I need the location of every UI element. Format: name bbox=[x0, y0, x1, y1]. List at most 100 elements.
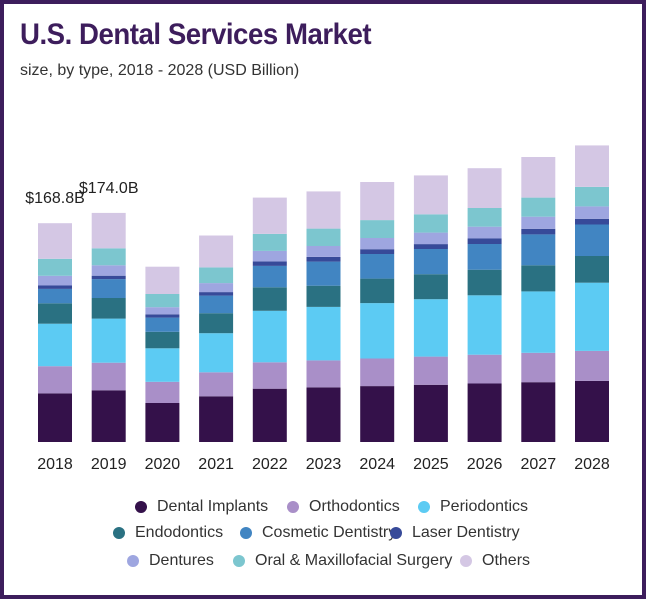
bar-segment-endodontics-2018 bbox=[38, 303, 72, 324]
legend-label: Oral & Maxillofacial Surgery bbox=[255, 552, 453, 569]
bar-segment-dental-implants-2020 bbox=[145, 403, 180, 442]
bar-segment-cosmetic-dentistry-2027 bbox=[521, 234, 556, 266]
bar-segment-dentures-2022 bbox=[252, 250, 287, 262]
bar-segment-dentures-2025 bbox=[413, 232, 448, 245]
bar-segment-oral-maxillofacial-surgery-2018 bbox=[38, 258, 72, 276]
legend-swatch bbox=[233, 555, 245, 567]
legend-item-oral-maxillofacial-surgery: Oral & Maxillofacial Surgery bbox=[233, 552, 452, 570]
bar-segment-others-2019 bbox=[91, 212, 126, 249]
bar-segment-orthodontics-2025 bbox=[413, 356, 448, 385]
bar-segment-orthodontics-2020 bbox=[145, 381, 180, 403]
legend-item-cosmetic-dentistry: Cosmetic Dentistry bbox=[240, 524, 396, 542]
bar-segment-laser-dentistry-2018 bbox=[38, 285, 72, 289]
chart-subtitle: size, by type, 2018 - 2028 (USD Billion) bbox=[20, 62, 300, 79]
bar-segment-orthodontics-2028 bbox=[575, 350, 609, 381]
bar-segment-others-2024 bbox=[360, 182, 395, 221]
bar-segment-oral-maxillofacial-surgery-2020 bbox=[145, 294, 180, 308]
bar-segment-cosmetic-dentistry-2019 bbox=[91, 279, 126, 298]
bar-segment-dental-implants-2024 bbox=[360, 386, 395, 442]
bar-segment-orthodontics-2022 bbox=[252, 362, 287, 389]
legend-label: Laser Dentistry bbox=[412, 524, 520, 541]
legend-label: Orthodontics bbox=[309, 498, 400, 515]
legend-item-laser-dentistry: Laser Dentistry bbox=[390, 524, 520, 542]
bar-segment-dentures-2024 bbox=[360, 238, 395, 250]
legend-item-dental-implants: Dental Implants bbox=[135, 498, 268, 516]
x-tick-label-2027: 2027 bbox=[521, 456, 557, 473]
bar-segment-endodontics-2023 bbox=[306, 285, 341, 307]
bar-segment-others-2023 bbox=[306, 191, 341, 229]
bar-segment-others-2021 bbox=[199, 235, 234, 268]
bar-segment-endodontics-2028 bbox=[575, 256, 609, 283]
bar-segment-periodontics-2027 bbox=[521, 291, 556, 353]
bar-segment-oral-maxillofacial-surgery-2027 bbox=[521, 197, 556, 217]
bar-segment-oral-maxillofacial-surgery-2023 bbox=[306, 228, 341, 246]
legend-label: Endodontics bbox=[135, 524, 224, 541]
bar-segment-oral-maxillofacial-surgery-2028 bbox=[575, 186, 609, 207]
chart-title: U.S. Dental Services Market bbox=[20, 18, 372, 51]
bar-segment-periodontics-2022 bbox=[252, 310, 287, 363]
x-tick-label-2024: 2024 bbox=[359, 456, 395, 473]
bar-segment-endodontics-2025 bbox=[413, 274, 448, 300]
bar-segment-oral-maxillofacial-surgery-2026 bbox=[467, 208, 502, 227]
bar-segment-laser-dentistry-2024 bbox=[360, 249, 395, 254]
bar-segment-orthodontics-2021 bbox=[199, 372, 234, 397]
bar-segment-periodontics-2023 bbox=[306, 306, 341, 361]
bar-segment-periodontics-2026 bbox=[467, 295, 502, 355]
bar-segment-laser-dentistry-2028 bbox=[575, 218, 609, 225]
bar-segment-dentures-2023 bbox=[306, 246, 341, 257]
bar-segment-others-2025 bbox=[413, 175, 448, 215]
bar-segment-dentures-2026 bbox=[467, 226, 502, 239]
stacked-bar-chart: 2018 $168.8B 2019 $174.0B 2020 2021 2022 2023 20… bbox=[25, 145, 610, 473]
bar-segment-dentures-2018 bbox=[38, 275, 72, 286]
bar-segment-cosmetic-dentistry-2026 bbox=[467, 244, 502, 270]
legend-item-dentures: Dentures bbox=[127, 552, 214, 570]
legend-item-periodontics: Periodontics bbox=[418, 498, 528, 516]
bar-segment-orthodontics-2018 bbox=[38, 366, 72, 394]
bar-segment-endodontics-2020 bbox=[145, 331, 180, 349]
bar-segment-cosmetic-dentistry-2023 bbox=[306, 261, 341, 286]
x-tick-label-2021: 2021 bbox=[198, 456, 234, 473]
x-tick-label-2020: 2020 bbox=[145, 456, 181, 473]
bar-segment-periodontics-2028 bbox=[575, 282, 609, 351]
legend-swatch bbox=[127, 555, 139, 567]
bar-segment-endodontics-2027 bbox=[521, 265, 556, 292]
legend-swatch bbox=[135, 501, 147, 513]
bar-segment-cosmetic-dentistry-2018 bbox=[38, 288, 72, 304]
legend-item-endodontics: Endodontics bbox=[113, 524, 223, 542]
bar-segment-oral-maxillofacial-surgery-2022 bbox=[252, 233, 287, 251]
bar-segment-periodontics-2024 bbox=[360, 303, 395, 359]
bar-segment-oral-maxillofacial-surgery-2021 bbox=[199, 267, 234, 284]
bar-segment-laser-dentistry-2026 bbox=[467, 238, 502, 244]
bar-segment-cosmetic-dentistry-2020 bbox=[145, 317, 180, 332]
bar-segment-periodontics-2021 bbox=[199, 333, 234, 373]
bar-segment-endodontics-2021 bbox=[199, 313, 234, 334]
x-tick-label-2019: 2019 bbox=[91, 456, 127, 473]
bar-segment-dentures-2020 bbox=[145, 307, 180, 315]
bar-segment-others-2028 bbox=[575, 145, 609, 187]
bar-segment-dental-implants-2023 bbox=[306, 387, 341, 442]
data-label-2018: $168.8B bbox=[25, 190, 85, 207]
bar-segment-others-2026 bbox=[467, 168, 502, 208]
bar-segment-others-2027 bbox=[521, 157, 556, 198]
bar-segment-laser-dentistry-2021 bbox=[199, 292, 234, 296]
bar-segment-dentures-2027 bbox=[521, 216, 556, 229]
bar-segment-laser-dentistry-2019 bbox=[91, 275, 126, 280]
bar-segment-dental-implants-2026 bbox=[467, 383, 502, 442]
x-tick-label-2025: 2025 bbox=[413, 456, 449, 473]
bar-segment-laser-dentistry-2027 bbox=[521, 228, 556, 235]
bar-segment-endodontics-2022 bbox=[252, 287, 287, 311]
bar-segment-periodontics-2018 bbox=[38, 323, 72, 367]
bar-segment-others-2018 bbox=[38, 223, 72, 259]
legend-label: Periodontics bbox=[440, 498, 529, 515]
legend-label: Cosmetic Dentistry bbox=[262, 524, 397, 541]
bar-segment-laser-dentistry-2025 bbox=[413, 244, 448, 249]
x-tick-label-2023: 2023 bbox=[306, 456, 342, 473]
legend-swatch bbox=[113, 527, 125, 539]
bar-segment-others-2022 bbox=[252, 197, 287, 234]
legend-label: Dentures bbox=[149, 552, 214, 569]
bar-segment-dental-implants-2027 bbox=[521, 382, 556, 442]
bar-segment-endodontics-2019 bbox=[91, 298, 126, 319]
bar-segment-laser-dentistry-2023 bbox=[306, 256, 341, 262]
bar-segment-laser-dentistry-2022 bbox=[252, 261, 287, 266]
x-tick-label-2026: 2026 bbox=[467, 456, 503, 473]
